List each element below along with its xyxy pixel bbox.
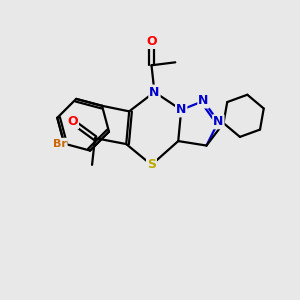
Text: N: N (149, 85, 160, 98)
Text: N: N (198, 94, 209, 107)
Text: O: O (146, 35, 157, 48)
Text: O: O (68, 115, 78, 128)
Text: S: S (147, 158, 156, 171)
Text: N: N (213, 115, 224, 128)
Text: N: N (176, 103, 186, 116)
Text: Br: Br (53, 139, 67, 149)
